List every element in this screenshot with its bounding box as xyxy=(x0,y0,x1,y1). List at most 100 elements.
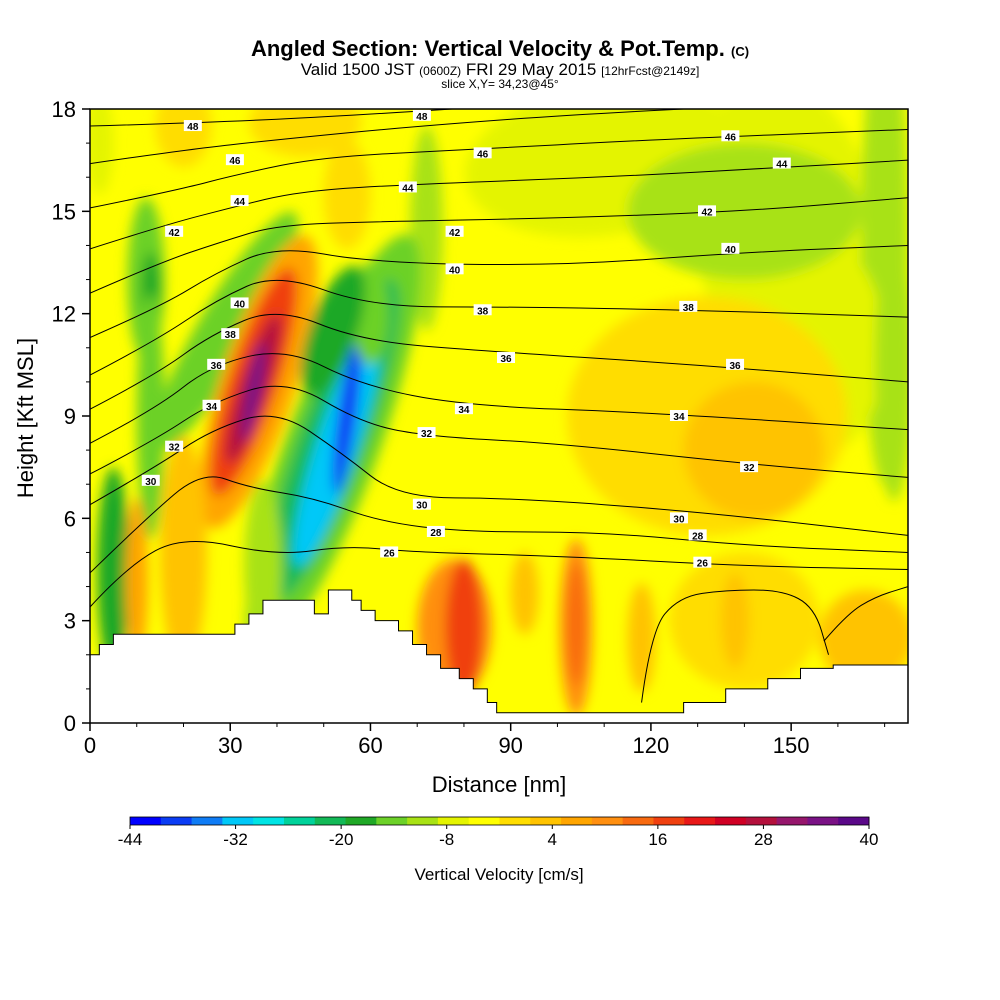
velocity-blob xyxy=(819,589,908,686)
contour-label-bg xyxy=(688,529,707,541)
colorbar-swatch xyxy=(591,817,624,825)
colorbar-swatch xyxy=(283,817,316,825)
x-tick-label: 150 xyxy=(773,733,810,758)
contour-label-bg xyxy=(165,440,184,452)
colorbar-swatch xyxy=(222,817,254,825)
contour-label-bg xyxy=(772,157,791,169)
contour-label: 46 xyxy=(229,156,241,167)
contour-label: 38 xyxy=(225,330,237,341)
contour-label-bg xyxy=(669,512,688,524)
contour-label-bg xyxy=(473,304,492,316)
contour-label: 48 xyxy=(416,112,428,123)
velocity-blob xyxy=(445,559,483,696)
theta-contour-line xyxy=(90,109,694,165)
contour-label-bg xyxy=(740,461,759,473)
theta-contour-line xyxy=(90,197,908,294)
x-tick-label: 0 xyxy=(84,733,96,758)
contour-label-bg xyxy=(202,399,221,411)
x-tick-label: 90 xyxy=(498,733,522,758)
colorbar-swatch xyxy=(437,817,470,825)
velocity-blob xyxy=(248,109,362,157)
terrain-mask xyxy=(90,589,908,723)
colorbar-swatch xyxy=(130,817,162,825)
y-tick-label: 6 xyxy=(64,506,76,531)
contour-label-bg xyxy=(721,130,740,142)
contour-label: 42 xyxy=(701,207,713,218)
contour-label: 26 xyxy=(384,548,396,559)
colorbar-swatch xyxy=(314,817,347,825)
contour-label: 34 xyxy=(673,412,685,423)
contour-label-bg xyxy=(454,403,473,415)
colorbar-swatch xyxy=(745,817,778,825)
contour-label: 40 xyxy=(725,245,737,256)
valid-time: Valid 1500 JST xyxy=(300,60,415,79)
contour-label-bg xyxy=(417,427,436,439)
colorbar-swatch xyxy=(345,817,377,825)
velocity-blob xyxy=(875,228,908,502)
velocity-blob xyxy=(160,436,207,669)
contour-label: 38 xyxy=(477,306,489,317)
theta-contour-line xyxy=(823,586,908,642)
contour-label-bg xyxy=(473,147,492,159)
y-tick-label: 15 xyxy=(52,199,76,224)
colorbar-tick-label: 40 xyxy=(860,830,879,849)
contour-label: 42 xyxy=(449,228,461,239)
colorbar-swatch xyxy=(807,817,839,825)
velocity-blob xyxy=(125,497,148,662)
velocity-blob xyxy=(97,467,130,672)
contour-label: 36 xyxy=(729,361,741,372)
contour-label: 44 xyxy=(402,183,414,194)
contour-label-bg xyxy=(225,154,244,166)
theta-contour-line xyxy=(90,353,908,444)
contour-label-bg xyxy=(426,525,445,537)
colorbar-swatch xyxy=(838,817,870,825)
chart-title: Angled Section: Vertical Velocity & Pot.… xyxy=(0,36,1000,62)
velocity-blob xyxy=(510,552,539,635)
contour-label-bg xyxy=(721,242,740,254)
theta-contour-line xyxy=(90,109,461,127)
theta-contour-line xyxy=(90,279,908,376)
velocity-blob xyxy=(323,139,371,249)
contour-label: 34 xyxy=(458,405,470,416)
chart-title-main: Angled Section: Vertical Velocity & Pot.… xyxy=(250,36,725,61)
contour-label-bg xyxy=(679,300,698,312)
velocity-blob xyxy=(90,109,114,195)
colorbar-tick-label: 4 xyxy=(548,830,557,849)
velocity-blob xyxy=(242,341,266,443)
colorbar-swatch xyxy=(253,817,285,825)
contour-label: 32 xyxy=(421,429,433,440)
colorbar-tick-label: -20 xyxy=(329,830,354,849)
contour-label-bg xyxy=(230,195,249,207)
theta-contours xyxy=(90,109,908,703)
contour-label-bg xyxy=(230,297,249,309)
y-tick-label: 18 xyxy=(52,97,76,122)
contour-label: 36 xyxy=(211,361,223,372)
contour-label-bg xyxy=(380,546,399,558)
contour-label-bg xyxy=(398,181,417,193)
colorbar: -44 -32 -20 -8 4 16 28 40 xyxy=(118,816,879,849)
contour-label: 28 xyxy=(430,528,442,539)
contour-label: 38 xyxy=(683,303,695,314)
colorbar-swatch xyxy=(376,817,408,825)
contour-label: 36 xyxy=(500,354,512,365)
colorbar-swatch xyxy=(499,817,531,825)
valid-date: FRI 29 May 2015 xyxy=(465,60,597,79)
colorbar-swatch xyxy=(468,817,500,825)
velocity-blob xyxy=(683,381,824,519)
colorbar-tick-label: 16 xyxy=(648,830,667,849)
theta-contour-line xyxy=(90,476,908,574)
velocity-field xyxy=(90,109,908,723)
colorbar-label: Vertical Velocity [cm/s] xyxy=(414,865,583,884)
y-tick-label: 3 xyxy=(64,609,76,634)
colorbar-tick-label: -44 xyxy=(118,830,143,849)
theta-contour-line xyxy=(90,128,908,209)
contour-label-bg xyxy=(412,109,431,121)
theta-contour-line xyxy=(90,313,908,410)
theta-contour-line xyxy=(641,589,830,703)
chart-valid-line: Valid 1500 JST (0600Z) FRI 29 May 2015 [… xyxy=(0,60,1000,80)
x-axis-label: Distance [nm] xyxy=(432,772,567,797)
contour-label: 32 xyxy=(744,463,756,474)
colorbar-swatch xyxy=(160,817,193,825)
contour-label: 46 xyxy=(725,132,737,143)
